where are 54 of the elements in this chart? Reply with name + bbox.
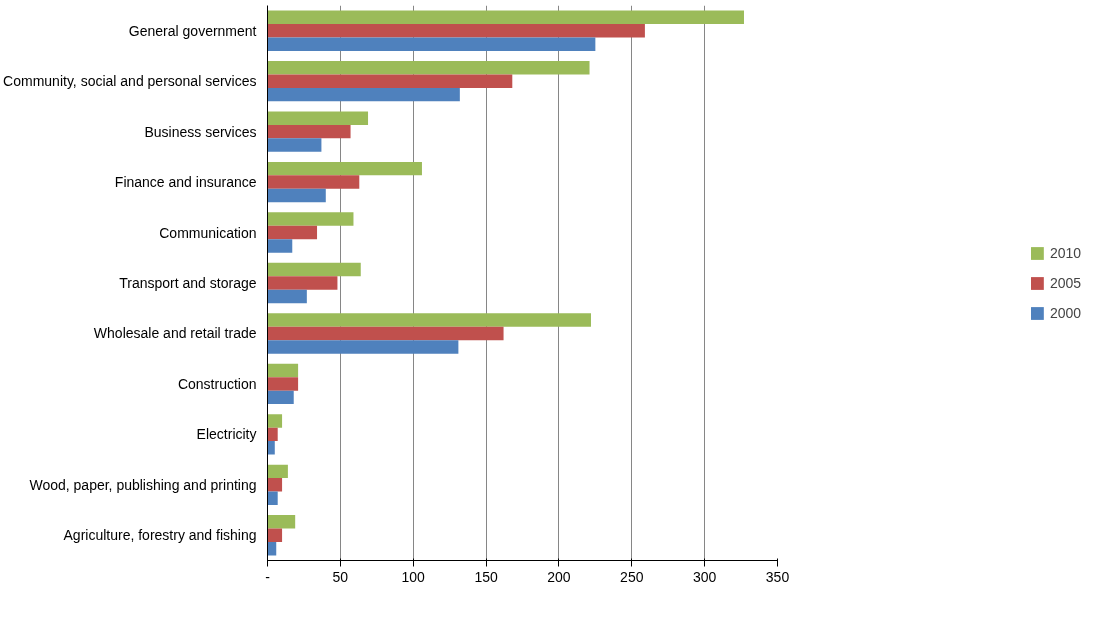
y-tick-label: Community, social and personal services bbox=[3, 73, 257, 90]
bar bbox=[267, 111, 369, 125]
y-tick-label: General government bbox=[128, 22, 257, 39]
y-tick-label: Business services bbox=[144, 123, 257, 140]
y-tick-label: Wholesale and retail trade bbox=[93, 325, 257, 342]
x-tick-label: 300 bbox=[692, 568, 717, 585]
x-tick-label: 150 bbox=[474, 568, 498, 585]
bar bbox=[267, 262, 361, 277]
y-tick-label: Wood, paper, publishing and printing bbox=[29, 476, 257, 493]
bar bbox=[267, 37, 596, 51]
y-tick-label: Electricity bbox=[196, 426, 257, 443]
legend-label: 2005 bbox=[1049, 274, 1082, 291]
x-tick-label: 100 bbox=[401, 568, 426, 585]
y-tick-label: Transport and storage bbox=[119, 275, 257, 291]
y-tick-label: Construction bbox=[177, 375, 257, 392]
bar bbox=[267, 441, 275, 455]
bar bbox=[267, 390, 294, 405]
x-tick-label: 200 bbox=[547, 568, 571, 585]
y-tick-label: Finance and insurance bbox=[114, 174, 257, 191]
bar bbox=[267, 289, 307, 304]
bar bbox=[267, 528, 283, 542]
bar bbox=[267, 363, 299, 378]
bar bbox=[267, 340, 459, 354]
bar bbox=[267, 161, 422, 176]
bar bbox=[267, 377, 299, 391]
bar bbox=[267, 175, 360, 189]
bar bbox=[267, 24, 645, 38]
bar bbox=[267, 478, 283, 492]
bar bbox=[267, 239, 293, 253]
bar bbox=[267, 313, 591, 327]
bar bbox=[267, 326, 504, 341]
x-tick-label: 250 bbox=[620, 568, 644, 585]
bar bbox=[267, 276, 338, 290]
y-tick-label: Agriculture, forestry and fishing bbox=[63, 527, 257, 544]
bar bbox=[267, 87, 460, 102]
bar bbox=[267, 10, 744, 24]
x-tick-label: - bbox=[265, 568, 271, 585]
legend-label: 2010 bbox=[1049, 244, 1082, 261]
bar bbox=[267, 212, 354, 226]
bar bbox=[267, 464, 288, 479]
bar bbox=[267, 515, 296, 529]
y-tick-label: Communication bbox=[159, 224, 257, 241]
bar bbox=[267, 427, 278, 442]
bar bbox=[267, 138, 322, 152]
bar bbox=[267, 414, 283, 428]
bar bbox=[267, 225, 318, 240]
bar bbox=[267, 124, 351, 139]
legend-label: 2000 bbox=[1049, 304, 1082, 321]
bar bbox=[267, 491, 278, 505]
bar bbox=[267, 74, 513, 88]
bar bbox=[267, 188, 326, 203]
x-tick-label: 350 bbox=[765, 568, 790, 585]
x-tick-label: 50 bbox=[332, 568, 349, 585]
bar bbox=[267, 61, 590, 75]
